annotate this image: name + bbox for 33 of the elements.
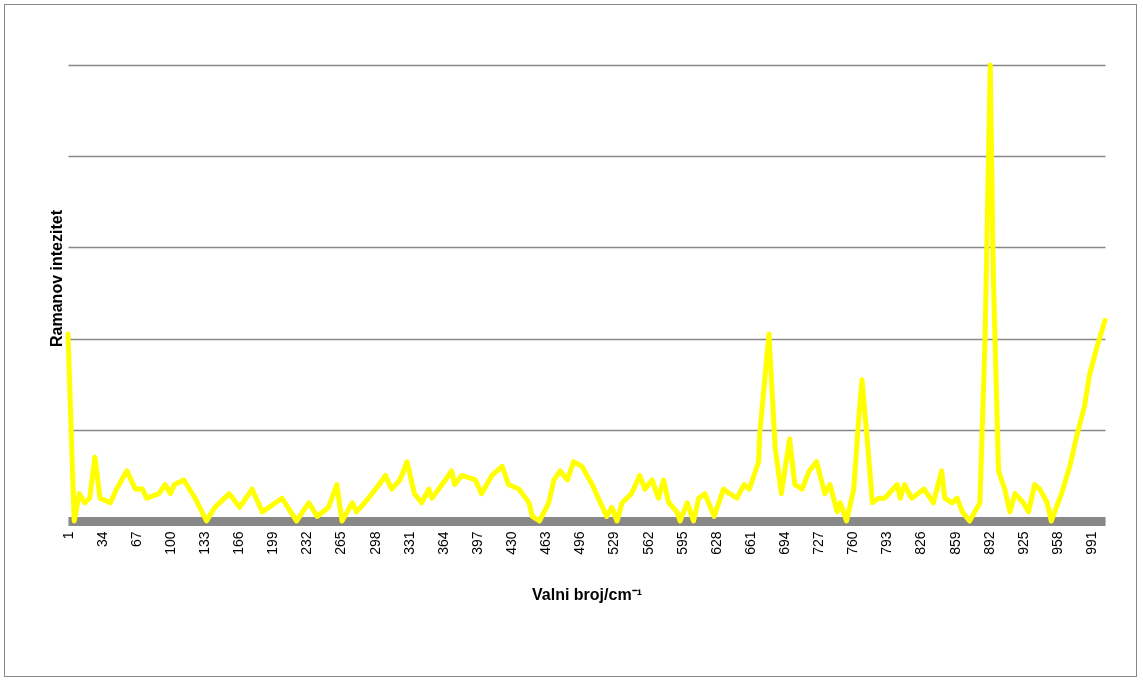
x-tick-label: 166 [230,531,247,555]
x-tick-label: 67 [127,531,144,548]
x-tick-label: 562 [639,531,656,555]
x-tick-label: 1 [59,531,76,540]
x-tick-label: 331 [400,531,417,555]
x-tick-label: 991 [1083,531,1100,555]
y-axis-title: Ramanov intezitet [47,209,65,347]
x-tick-label: 661 [741,531,758,555]
x-tick-label: 892 [980,531,997,555]
x-tick-label: 364 [434,531,451,555]
x-tick-label: 529 [605,531,622,555]
x-tick-label: 793 [878,531,895,555]
x-tick-label: 760 [844,531,861,555]
x-tick-label: 133 [195,531,212,555]
x-tick-label: 595 [673,531,690,555]
x-tick-label: 694 [775,531,792,555]
x-tick-label: 199 [264,531,281,555]
x-tick-label: 298 [366,531,383,555]
x-tick-label: 727 [810,531,827,555]
x-tick-label: 496 [571,531,588,555]
x-tick-label: 397 [468,531,485,555]
x-tick-label: 34 [93,531,110,548]
x-tick-label: 463 [537,531,554,555]
x-tick-label: 100 [161,531,178,555]
x-tick-label: 958 [1048,531,1065,555]
x-tick-label: 232 [298,531,315,555]
x-tick-label: 430 [503,531,520,555]
x-tick-label: 925 [1014,531,1031,555]
x-tick-label: 628 [707,531,724,555]
x-tick-label: 826 [912,531,929,555]
x-axis-title: Valni broj/cm⁻¹ [532,585,642,603]
x-tick-label: 265 [332,531,349,555]
x-tick-label: 859 [946,531,963,555]
